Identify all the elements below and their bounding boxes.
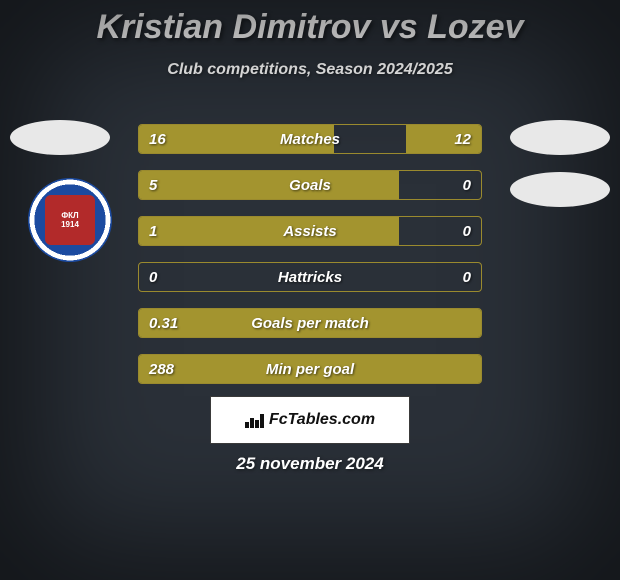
- stat-value-right: 12: [454, 125, 471, 153]
- stat-row-matches: 16 Matches 12: [138, 124, 482, 154]
- stat-label: Matches: [139, 125, 481, 153]
- page-subtitle: Club competitions, Season 2024/2025: [0, 61, 620, 79]
- branding-link[interactable]: FcTables.com: [210, 396, 410, 444]
- stat-row-assists: 1 Assists 0: [138, 216, 482, 246]
- page-title: Kristian Dimitrov vs Lozev: [0, 0, 620, 47]
- stat-value-right: 0: [463, 263, 471, 291]
- stat-label: Goals per match: [139, 309, 481, 337]
- badge-text-year: 1914: [61, 220, 79, 229]
- player-left-avatar: [10, 120, 110, 155]
- stat-label: Assists: [139, 217, 481, 245]
- branding-text: FcTables.com: [269, 411, 375, 429]
- player-left-club-badge: ФКЛ 1914: [28, 178, 112, 262]
- player-right-avatar: [510, 120, 610, 155]
- stat-row-min-per-goal: 288 Min per goal: [138, 354, 482, 384]
- stat-label: Hattricks: [139, 263, 481, 291]
- stat-label: Goals: [139, 171, 481, 199]
- stats-bars: 16 Matches 12 5 Goals 0 1 Assists 0 0 Ha…: [138, 124, 482, 400]
- stat-value-right: 0: [463, 171, 471, 199]
- player-right-avatar-2: [510, 172, 610, 207]
- club-shield-icon: ФКЛ 1914: [45, 195, 95, 245]
- stat-row-hattricks: 0 Hattricks 0: [138, 262, 482, 292]
- bars-icon: [245, 412, 265, 428]
- date-text: 25 november 2024: [0, 454, 620, 474]
- stat-label: Min per goal: [139, 355, 481, 383]
- badge-text-top: ФКЛ: [61, 211, 78, 220]
- stat-row-goals-per-match: 0.31 Goals per match: [138, 308, 482, 338]
- stat-row-goals: 5 Goals 0: [138, 170, 482, 200]
- stat-value-right: 0: [463, 217, 471, 245]
